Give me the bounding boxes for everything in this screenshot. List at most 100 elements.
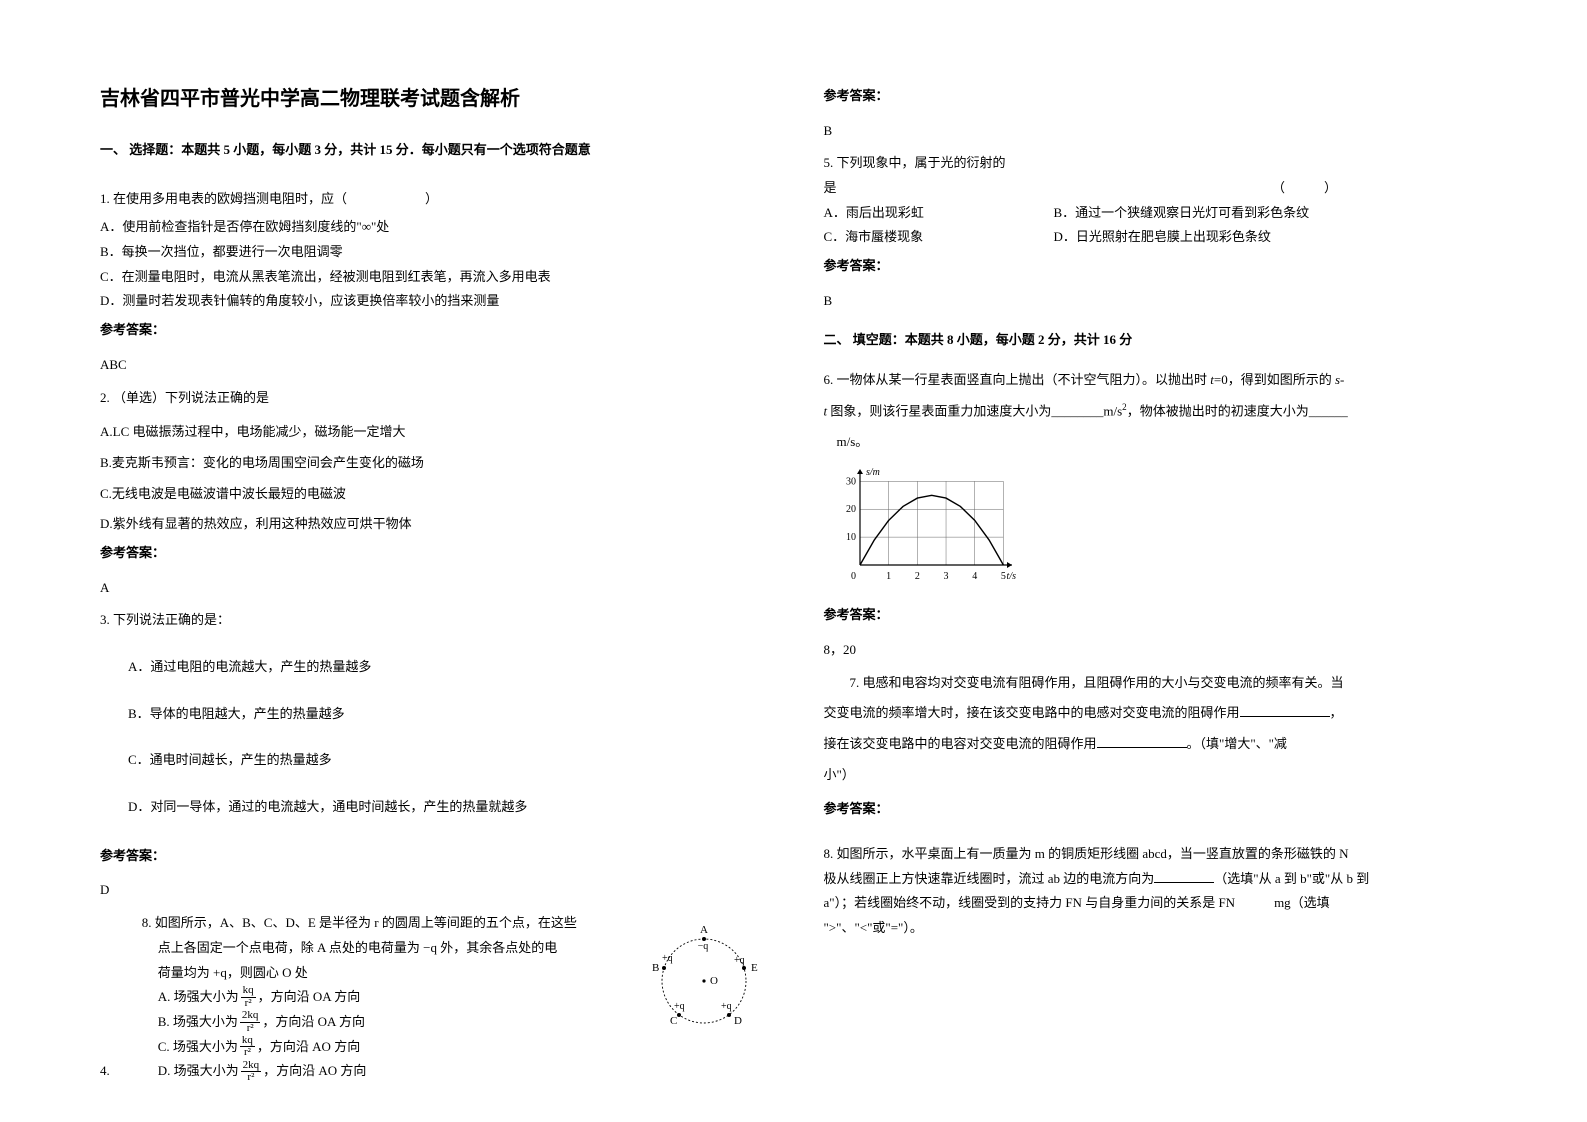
q2-ans: A [100,576,764,601]
section-1-header: 一、 选择题：本题共 5 小题，每小题 3 分，共计 15 分．每小题只有一个选… [100,138,764,163]
svg-text:D: D [734,1015,742,1027]
q3-opt-b: B．导体的电阻越大，产生的热量越多 [128,702,764,727]
q1-opt-b: B．每换一次挡位，都要进行一次电阻调零 [100,240,764,265]
svg-text:O: O [710,975,718,987]
q3-opt-c: C．通电时间越长，产生的热量越多 [128,748,764,773]
left-column: 吉林省四平市普光中学高二物理联考试题含解析 一、 选择题：本题共 5 小题，每小… [100,80,764,1042]
svg-text:t/s: t/s [1006,571,1016,582]
q4-stem-2: 点上各固定一个点电荷，除 A 点处的电荷量为 −q 外，其余各点处的电 [158,936,638,961]
q4d-post: ，方向沿 AO 方向 [263,1059,366,1084]
q6-ans-label: 参考答案： [824,603,1488,628]
q2-ans-label: 参考答案： [100,541,764,566]
q5-stem-1: 5. 下列现象中，属于光的衍射的 [824,151,1488,176]
q3-ans: D [100,878,764,903]
q6-s1: 6. 一物体从某一行星表面竖直向上抛出（不计空气阻力）。以抛出时 [824,372,1211,387]
section-2-header: 二、 填空题：本题共 8 小题，每小题 2 分，共计 16 分 [824,328,1488,353]
q6-mid2: ，物体被抛出时的初速度大小为______ [1127,403,1348,418]
q7-tail: 。（填"增大"、"减 [1187,736,1287,751]
q1-opt-d: D．测量时若发现表针偏转的角度较小，应该更换倍率较小的挡来测量 [100,289,764,314]
svg-text:4: 4 [972,571,977,582]
q4-ans-label: 参考答案： [824,84,1488,109]
q7-blank-2 [1097,735,1187,748]
svg-text:30: 30 [846,476,856,487]
svg-text:5: 5 [1000,571,1005,582]
q1-opt-c: C．在测量电阻时，电流从黑表笔流出，经被测电阻到红表笔，再流入多用电表 [100,265,764,290]
q4c-frac: kqr² [240,1035,255,1059]
q6-unit2: m/s。 [824,430,1488,455]
q3-opt-a: A．通过电阻的电流越大，产生的热量越多 [128,655,764,680]
q5-ans: B [824,289,1488,314]
q7-line1: 7. 电感和电容均对交变电流有阻碍作用，且阻碍作用的大小与交变电流的频率有关。当 [824,671,1488,696]
svg-text:−q: −q [697,941,708,952]
q5-opt-c: C．海市蜃楼现象 [824,225,1054,250]
q8-s2b: （选填"从 a 到 b"或"从 b 到 [1214,871,1369,886]
q6-mid: 图象，则该行星表面重力加速度大小为________m/s [827,403,1122,418]
svg-text:2: 2 [914,571,919,582]
svg-text:E: E [751,962,758,974]
svg-text:A: A [700,924,708,936]
q4-stem-3: 荷量均为 +q，则圆心 O 处 [158,961,638,986]
q4-opt-a: A. 场强大小为 kqr² ，方向沿 OA 方向 [158,985,638,1010]
q4b-post: ，方向沿 OA 方向 [262,1010,365,1035]
svg-text:+q: +q [662,953,673,964]
q6-stem-line2: t 图象，则该行星表面重力加速度大小为________m/s2，物体被抛出时的初… [824,399,1488,424]
q5-opt-b: B．通过一个狭缝观察日光灯可看到彩色条纹 [1054,201,1310,226]
svg-text:B: B [652,962,659,974]
q8-s2a: 极从线圈正上方快速靠近线圈时，流过 ab 边的电流方向为 [824,871,1155,886]
q1-ans-label: 参考答案： [100,318,764,343]
q3-opt-d: D．对同一导体，通过的电流越大，通电时间越长，产生的热量就越多 [128,795,764,820]
q4-opt-d: D. 场强大小为 2kqr² ，方向沿 AO 方向 [158,1059,638,1084]
q7-blank-1 [1240,704,1330,717]
q7-l2-text: 交变电流的频率增大时，接在该交变电路中的电感对交变电流的阻碍作用 [824,705,1240,720]
q5-ans-label: 参考答案： [824,254,1488,279]
q4-stem-1: 8. 如图所示，A、B、C、D、E 是半径为 r 的圆周上等间距的五个点，在这些 [142,911,638,936]
q8-blank-1 [1154,870,1214,883]
q2-stem: 2. （单选）下列说法正确的是 [100,386,764,411]
svg-text:0: 0 [851,571,856,582]
q4-figure: A −q E +q D +q C +q B +q O [644,911,764,1050]
q2-opt-d: D.紫外线有显著的热效应，利用这种热效应可烘干物体 [100,512,764,537]
svg-text:+q: +q [721,1001,732,1012]
svg-text:+q: +q [734,955,745,966]
q4d-pre: D. 场强大小为 [158,1059,239,1084]
q7-line3: 接在该交变电路中的电容对交变电流的阻碍作用 。（填"增大"、"减 [824,732,1488,757]
q1-ans: ABC [100,353,764,378]
q8-stem-4: ">"、"<"或"="）。 [824,916,1488,941]
svg-text:20: 20 [846,504,856,515]
q8-stem-3: a"）；若线圈始终不动，线圈受到的支持力 FN 与自身重力间的关系是 FN mg… [824,891,1488,916]
q4a-pre: A. 场强大小为 [158,985,239,1010]
q5-stem-2: 是 （ ） [824,176,1488,201]
svg-text:s/m: s/m [866,467,880,478]
q7-line4: 小"） [824,763,1488,788]
svg-text:10: 10 [846,532,856,543]
q3-stem: 3. 下列说法正确的是： [100,608,764,633]
q4c-post: ，方向沿 AO 方向 [257,1035,360,1060]
q4b-pre: B. 场强大小为 [158,1010,238,1035]
q7-ans-label: 参考答案： [824,797,1488,822]
q7-l3-text: 接在该交变电路中的电容对交变电流的阻碍作用 [824,736,1097,751]
q6-chart: 12345102030s/mt/s0 [830,465,1488,594]
right-column: 参考答案： B 5. 下列现象中，属于光的衍射的 是 （ ） A．雨后出现彩虹 … [824,80,1488,1042]
q4b-frac: 2kqr² [240,1010,261,1034]
q4-ans: B [824,119,1488,144]
q4a-post: ，方向沿 OA 方向 [258,985,361,1010]
q6-s2: =0，得到如图所示的 [1214,372,1335,387]
q4a-frac: kqr² [241,985,256,1009]
q5-opts: A．雨后出现彩虹 B．通过一个狭缝观察日光灯可看到彩色条纹 C．海市蜃楼现象 D… [824,201,1488,250]
svg-text:+q: +q [674,1001,685,1012]
q7-line2: 交变电流的频率增大时，接在该交变电路中的电感对交变电流的阻碍作用 ， [824,701,1488,726]
q4d-frac: 2kqr² [241,1060,262,1084]
q6-stem: 6. 一物体从某一行星表面竖直向上抛出（不计空气阻力）。以抛出时 t=0，得到如… [824,368,1488,393]
q5-opt-d: D．日光照射在肥皂膜上出现彩色条纹 [1054,225,1271,250]
q8-stem-2: 极从线圈正上方快速靠近线圈时，流过 ab 边的电流方向为 （选填"从 a 到 b"… [824,867,1488,892]
q4-opt-c: C. 场强大小为 kqr² ，方向沿 AO 方向 [158,1035,638,1060]
svg-text:C: C [670,1015,677,1027]
q1-stem: 1. 在使用多用电表的欧姆挡测电阻时，应（ ） [100,187,764,212]
q4-opt-b: B. 场强大小为 2kqr² ，方向沿 OA 方向 [158,1010,638,1035]
q2-opt-b: B.麦克斯韦预言：变化的电场周围空间会产生变化的磁场 [100,451,764,476]
q7-comma: ， [1330,705,1343,720]
q1-opt-a: A．使用前检查指针是否停在欧姆挡刻度线的"∞"处 [100,215,764,240]
q4-block: 4. 8. 如图所示，A、B、C、D、E 是半径为 r 的圆周上等间距的五个点，… [100,911,764,1084]
q6-dash: - [1340,372,1344,387]
svg-text:3: 3 [943,571,948,582]
